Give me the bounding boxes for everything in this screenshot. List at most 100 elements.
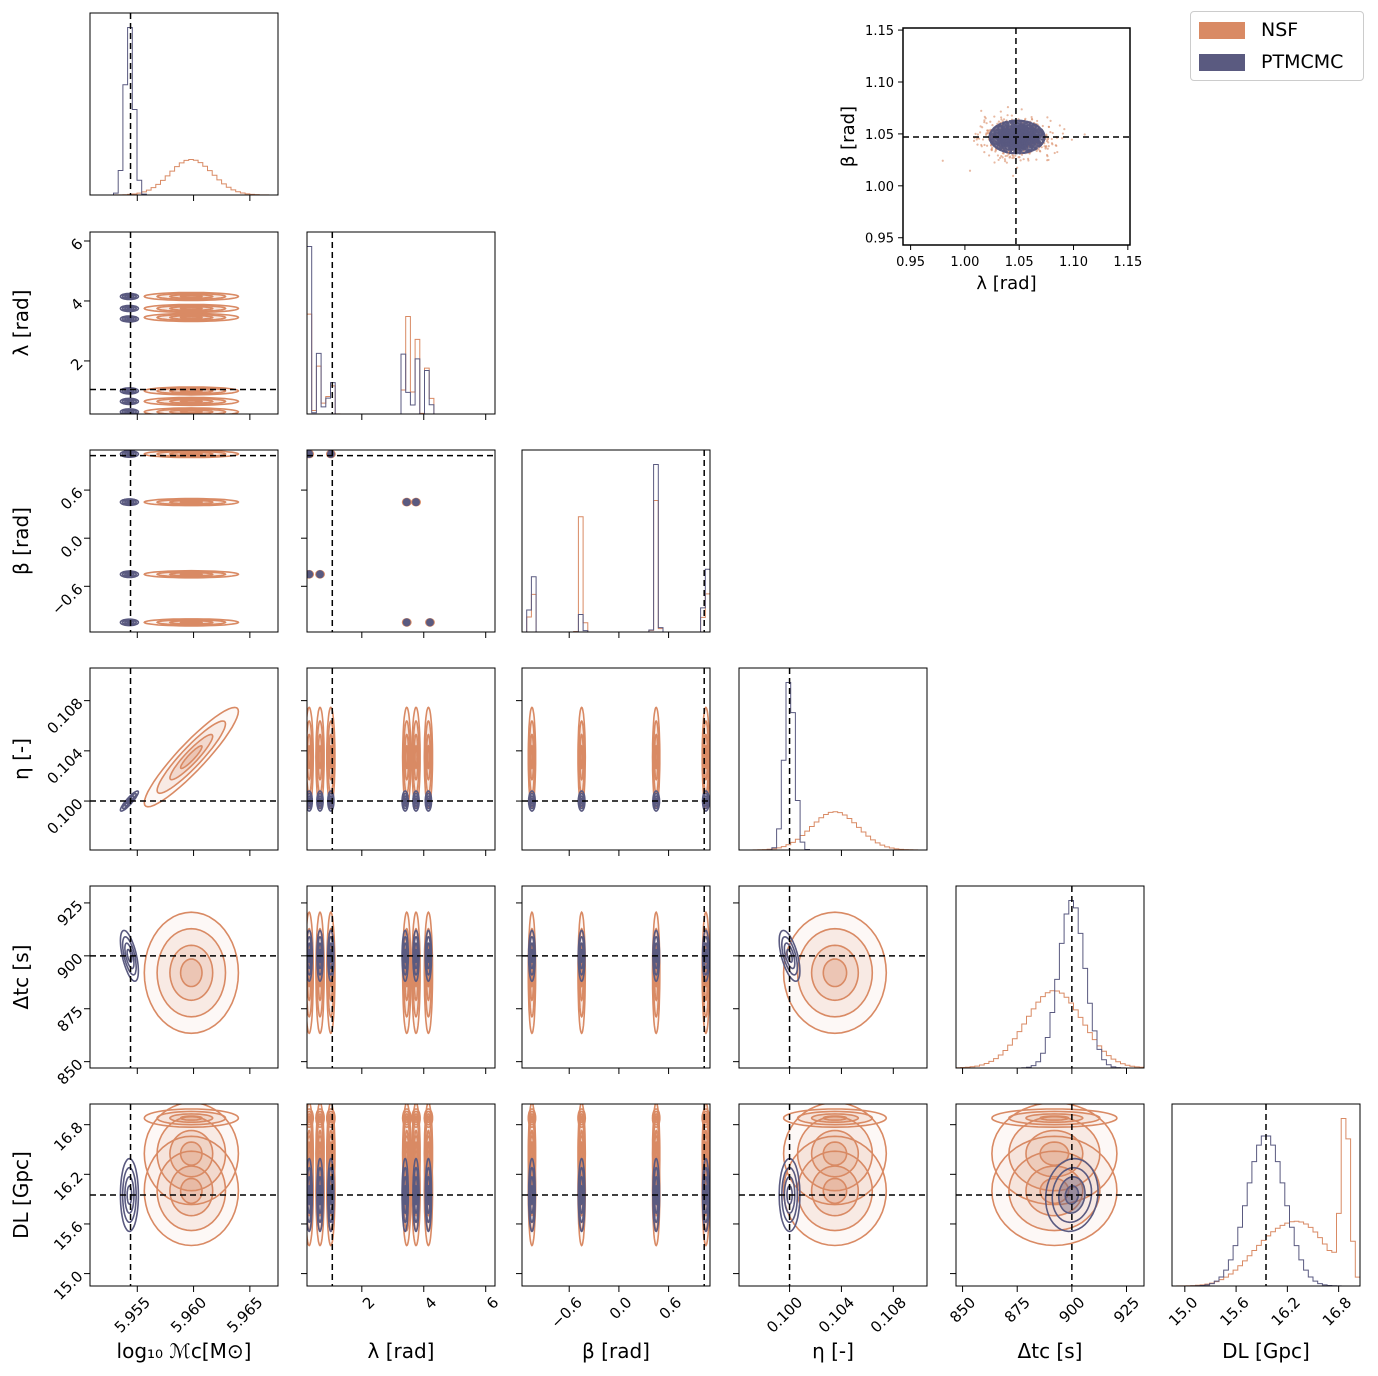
legend-entry-ptmcmc: PTMCMC	[1199, 51, 1343, 73]
panel-frame	[89, 885, 279, 1069]
scatter-point-PTMCMC	[1030, 126, 1033, 129]
x-axis-label-1: λ [rad]	[368, 1339, 435, 1363]
y-tick-label: 15.0	[50, 1267, 86, 1303]
inset-x-tick-label: 1.10	[1059, 255, 1088, 270]
panel-frame	[306, 231, 496, 415]
scatter-point-NSF	[1051, 143, 1054, 146]
scatter-point-NSF	[1010, 114, 1013, 117]
scatter-point-NSF	[1006, 114, 1009, 117]
scatter-point-PTMCMC	[1024, 120, 1027, 123]
x-tick-label: 925	[1110, 1293, 1143, 1326]
scatter-point-NSF	[1024, 117, 1027, 120]
scatter-point-NSF	[941, 159, 944, 162]
contour-NSF	[580, 1115, 584, 1121]
scatter-point-NSF	[1036, 119, 1039, 123]
x-tick-label: 900	[1055, 1293, 1088, 1326]
contour-NSF	[796, 1115, 874, 1192]
scatter-point-PTMCMC	[1005, 144, 1008, 148]
contour-NSF	[414, 1115, 418, 1121]
y-tick-label: 875	[54, 1003, 87, 1036]
scatter-point-PTMCMC	[1006, 134, 1009, 137]
scatter-point-PTMCMC	[1008, 146, 1011, 150]
scatter-point-NSF	[993, 161, 996, 164]
panel-frame	[738, 885, 928, 1069]
contour-PTMCMC	[578, 935, 585, 976]
contour-PTMCMC	[414, 1184, 418, 1206]
contour-PTMCMC	[119, 387, 140, 395]
scatter-point-NSF	[994, 149, 998, 152]
contour-NSF	[156, 720, 227, 795]
x-tick-label: 5.960	[167, 1293, 210, 1336]
contour-NSF	[179, 315, 203, 320]
scatter-point-NSF	[977, 137, 981, 140]
scatter-point-NSF	[1044, 147, 1047, 150]
contour-NSF	[169, 1113, 214, 1123]
scatter-point-NSF	[974, 132, 977, 135]
contour-NSF	[179, 572, 204, 576]
contour-NSF	[329, 744, 333, 770]
scatter-point-NSF	[991, 146, 994, 149]
scatter-point-NSF	[986, 129, 989, 132]
x-tick-label: 2	[359, 1293, 378, 1312]
scatter-point-PTMCMC	[1009, 148, 1012, 151]
scatter-point-NSF	[1035, 149, 1038, 152]
contour-PTMCMC	[329, 452, 333, 456]
histogram-PTMCMC	[307, 246, 495, 414]
scatter-point-PTMCMC	[1042, 140, 1045, 143]
scatter-point-NSF	[983, 115, 986, 119]
scatter-point-NSF	[1020, 108, 1023, 111]
scatter-point-NSF	[996, 122, 999, 125]
scatter-point-PTMCMC	[997, 126, 1000, 129]
contour-PTMCMC	[530, 1184, 534, 1206]
contour-PTMCMC	[307, 452, 311, 456]
contour-NSF	[405, 1115, 409, 1121]
contour-panel-log₁₀ ℳc[M⊙]-vs-Δtc [s]	[90, 886, 278, 1068]
scatter-point-PTMCMC	[1011, 121, 1014, 124]
scatter-point-PTMCMC	[1024, 134, 1028, 137]
contour-NSF	[179, 744, 203, 770]
contour-panel-η [-]-vs-DL [Gpc]	[739, 1104, 927, 1286]
x-axis-label-3: η [-]	[812, 1339, 854, 1363]
scatter-point-PTMCMC	[1012, 145, 1015, 148]
y-tick-label: 900	[54, 950, 87, 983]
scatter-point-PTMCMC	[1013, 124, 1016, 127]
legend-label-ptmcmc: PTMCMC	[1261, 51, 1344, 73]
x-axis-label-4: Δtc [s]	[1018, 1339, 1083, 1363]
scatter-point-PTMCMC	[1016, 145, 1019, 148]
histogram-panel-η [-]	[739, 668, 927, 850]
x-tick-label: 15.0	[1165, 1293, 1201, 1329]
scatter-point-NSF	[1020, 153, 1024, 156]
contour-panel-β [rad]-vs-DL [Gpc]	[522, 1104, 710, 1286]
contour-PTMCMC	[125, 317, 133, 321]
y-tick-label: 850	[54, 1055, 87, 1088]
panel-frame	[89, 1103, 279, 1287]
contour-PTMCMC	[307, 929, 314, 983]
scatter-point-NSF	[1037, 148, 1040, 151]
x-tick-label: 16.8	[1319, 1293, 1355, 1329]
x-axis-label-5: DL [Gpc]	[1222, 1339, 1310, 1363]
scatter-point-PTMCMC	[1039, 143, 1043, 147]
x-tick-label: −0.6	[547, 1293, 585, 1331]
contour-NSF	[143, 911, 240, 1035]
scatter-point-PTMCMC	[1031, 149, 1034, 152]
contour-PTMCMC	[124, 499, 135, 505]
scatter-point-NSF	[1008, 155, 1012, 158]
x-tick-label: 0.104	[815, 1293, 858, 1336]
scatter-point-PTMCMC	[995, 137, 998, 140]
contour-PTMCMC	[428, 620, 432, 624]
scatter-point-NSF	[1011, 156, 1014, 160]
histogram-panel-λ [rad]	[307, 232, 495, 414]
scatter-point-PTMCMC	[1042, 133, 1045, 136]
scatter-point-NSF	[996, 154, 1000, 157]
scatter-point-NSF	[968, 169, 972, 172]
contour-NSF	[179, 620, 204, 624]
panel-frame	[306, 1103, 496, 1287]
scatter-point-PTMCMC	[1011, 139, 1015, 142]
x-tick-label: 16.2	[1268, 1293, 1304, 1329]
contour-NSF	[405, 744, 409, 770]
scatter-point-NSF	[985, 144, 989, 147]
contour-PTMCMC	[121, 398, 138, 405]
scatter-point-NSF	[997, 120, 1001, 123]
panel-frame	[738, 667, 928, 851]
y-tick-label: 16.2	[50, 1168, 86, 1204]
